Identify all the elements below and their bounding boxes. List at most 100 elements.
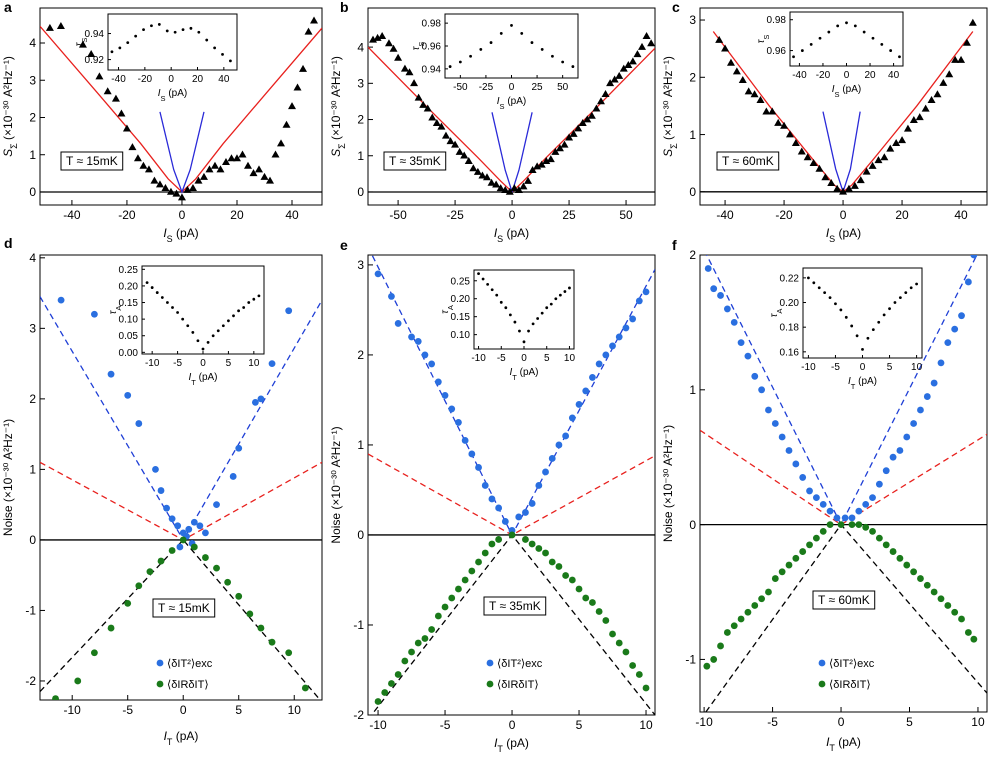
dot-marker <box>247 301 251 304</box>
plot-area <box>712 18 977 195</box>
dot-marker <box>479 48 483 51</box>
y-tick-label: 3 <box>357 258 364 272</box>
circle-marker <box>575 585 583 593</box>
circle-marker <box>882 541 890 549</box>
triangle-marker <box>266 176 275 184</box>
triangle-marker <box>962 38 971 46</box>
x-axis-label-part: I <box>494 226 498 240</box>
triangle-marker <box>750 90 759 98</box>
triangle-marker <box>389 44 398 52</box>
triangle-marker <box>139 161 148 169</box>
x-tick-label: -10 <box>471 353 486 364</box>
y-tick-label: 0 <box>29 185 36 199</box>
circle-marker <box>629 315 637 323</box>
x-tick-label: -10 <box>695 715 713 729</box>
circle-marker <box>414 639 422 647</box>
dot-marker <box>877 320 881 324</box>
triangle-marker <box>774 118 783 126</box>
plot-area <box>792 21 901 59</box>
x-axis-label-part: I <box>163 226 167 240</box>
triangle-marker <box>161 184 170 192</box>
triangle-marker <box>839 187 848 195</box>
x-axis-label-part: I <box>848 376 851 387</box>
circle-marker <box>246 610 254 618</box>
x-axis-label: IS (pA) <box>494 226 529 244</box>
triangle-marker <box>172 189 181 197</box>
circle-marker <box>468 567 476 575</box>
circle-marker <box>751 372 759 380</box>
dot-marker <box>150 24 153 28</box>
circle-marker <box>562 572 570 579</box>
circle-marker <box>157 557 165 565</box>
x-axis-label-part: S <box>161 94 166 103</box>
triangle-marker <box>238 150 247 158</box>
circle-marker <box>548 558 556 566</box>
circle-marker <box>268 360 276 368</box>
circle-marker <box>771 575 779 582</box>
triangle-marker <box>95 72 104 80</box>
y-axis-label: Noise (×10⁻³⁰ A²Hz⁻¹) <box>661 425 675 542</box>
circle-marker <box>970 255 978 259</box>
y-axis-label-part: S <box>1 149 15 157</box>
x-tick-label: 0 <box>860 362 866 373</box>
x-tick-label: 0 <box>168 74 174 85</box>
legend-marker <box>156 659 164 667</box>
dot-marker <box>160 296 164 299</box>
temperature-box <box>812 590 876 610</box>
inset: -10 -5 0 5 10 0.10 0.15 0.20 0.25 IT (pA) τA <box>440 269 575 382</box>
circle-marker <box>495 504 503 512</box>
x-axis-label-part: I <box>826 226 830 240</box>
dashed-fit-line <box>40 461 322 541</box>
y-tick-label: 0.20 <box>451 294 471 305</box>
y-tick-label: -1 <box>685 653 696 667</box>
circle-marker <box>542 468 549 476</box>
circle-marker <box>257 395 265 403</box>
x-tick-label: -10 <box>64 703 82 717</box>
triangle-marker <box>87 49 96 57</box>
circle-marker <box>414 338 422 345</box>
triangle-marker <box>856 176 865 184</box>
legend-label: ⟨δIRδIT⟩ <box>829 679 871 691</box>
dot-marker <box>504 306 508 310</box>
x-axis-label-part: (pA) <box>835 735 861 749</box>
circle-marker <box>495 536 503 543</box>
triangle-marker <box>565 133 574 141</box>
dot-marker <box>827 30 831 34</box>
circle-marker <box>848 514 856 522</box>
x-axis-label-part: T <box>167 737 173 747</box>
circle-marker <box>910 420 918 427</box>
circle-marker <box>568 414 576 422</box>
dot-marker <box>531 322 535 326</box>
dot-marker <box>257 294 261 298</box>
dot-marker <box>839 308 843 312</box>
y-tick-label: 2 <box>689 248 696 262</box>
y-axis-label-part: S <box>661 149 675 157</box>
circle-marker <box>889 548 897 555</box>
panel-letter: f <box>672 237 677 253</box>
circle-marker <box>806 541 813 549</box>
dot-marker <box>186 324 190 328</box>
y-axis-label-part: S <box>329 149 343 157</box>
circle-marker <box>562 432 570 440</box>
x-tick-label: 0 <box>844 70 850 81</box>
dot-marker <box>540 48 544 51</box>
triangle-marker <box>578 118 587 126</box>
dot-marker <box>252 297 256 301</box>
circle-marker <box>152 465 159 473</box>
x-tick-label: 10 <box>248 358 260 369</box>
dot-marker <box>893 301 897 304</box>
circle-marker <box>848 521 856 529</box>
circle-marker <box>528 540 536 548</box>
x-tick-label: 40 <box>285 208 299 222</box>
triangle-marker <box>441 131 450 139</box>
y-axis-label-part: A <box>775 309 784 314</box>
plot-frame <box>367 7 656 206</box>
circle-marker <box>202 529 209 537</box>
circle-marker <box>723 305 731 313</box>
triangle-marker <box>293 83 302 91</box>
circle-marker <box>937 595 945 603</box>
dot-marker <box>513 320 517 324</box>
circle-marker <box>301 684 309 692</box>
triangle-marker <box>111 94 120 102</box>
